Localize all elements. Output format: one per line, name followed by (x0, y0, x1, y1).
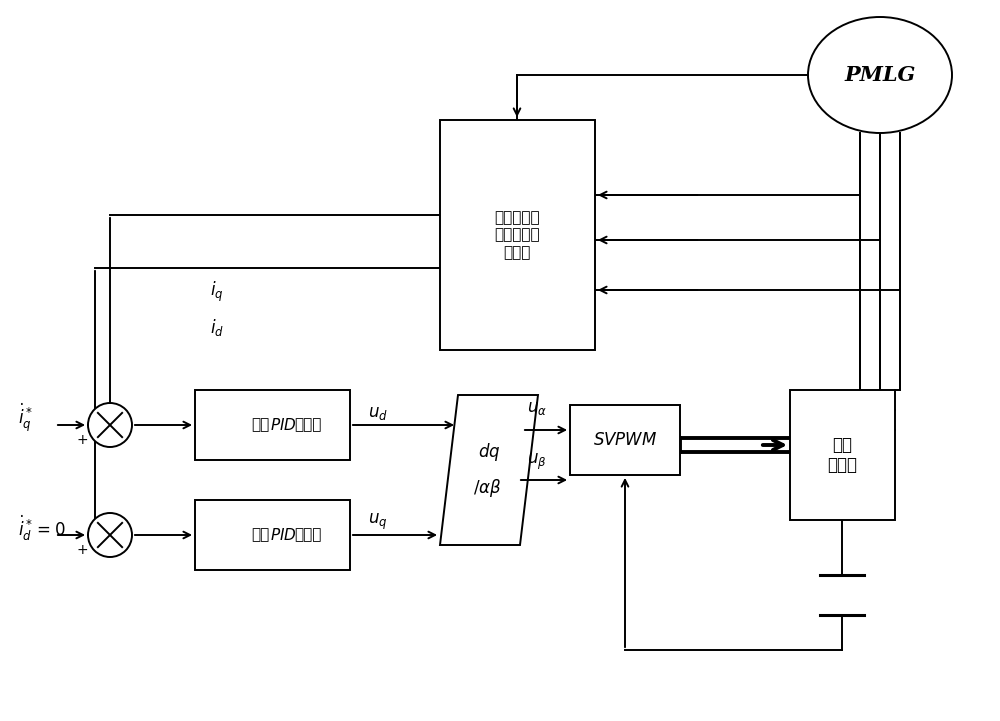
Text: +: + (76, 433, 88, 447)
Text: +: + (76, 543, 88, 557)
Text: 机侧
变换器: 机侧 变换器 (827, 435, 857, 474)
Text: $-$: $-$ (100, 406, 112, 420)
Text: 控制器: 控制器 (294, 417, 321, 433)
Text: $i_q$: $i_q$ (210, 280, 224, 304)
Text: $u_q$: $u_q$ (368, 512, 387, 532)
Text: 模糊: 模糊 (252, 528, 270, 542)
Text: $i_d$: $i_d$ (210, 317, 224, 338)
Circle shape (88, 403, 132, 447)
Text: $SVPWM$: $SVPWM$ (593, 431, 657, 449)
Text: $-$: $-$ (100, 516, 112, 530)
Polygon shape (440, 395, 538, 545)
Text: 三相静止到
两相旋转坐
标变换: 三相静止到 两相旋转坐 标变换 (494, 210, 540, 260)
Text: $dq$: $dq$ (478, 441, 500, 463)
Text: $u_\alpha$: $u_\alpha$ (527, 399, 547, 417)
Bar (195, 390, 350, 460)
Circle shape (88, 513, 132, 557)
Text: PMLG: PMLG (844, 65, 916, 85)
Text: 模糊: 模糊 (252, 417, 270, 433)
Text: 控制器: 控制器 (294, 528, 321, 542)
Bar (570, 405, 680, 475)
Bar (790, 390, 895, 520)
Text: $\dot{i}_q^*$: $\dot{i}_q^*$ (18, 402, 33, 434)
Bar (440, 120, 595, 350)
Ellipse shape (808, 17, 952, 133)
Text: $PID$: $PID$ (270, 527, 297, 543)
Bar (195, 500, 350, 570)
Text: $u_d$: $u_d$ (368, 404, 388, 422)
Text: $PID$: $PID$ (270, 417, 297, 433)
Text: $\dot{i}_d^*=0$: $\dot{i}_d^*=0$ (18, 513, 66, 543)
Text: $u_\beta$: $u_\beta$ (527, 452, 547, 472)
Text: $/\alpha\beta$: $/\alpha\beta$ (473, 477, 501, 499)
